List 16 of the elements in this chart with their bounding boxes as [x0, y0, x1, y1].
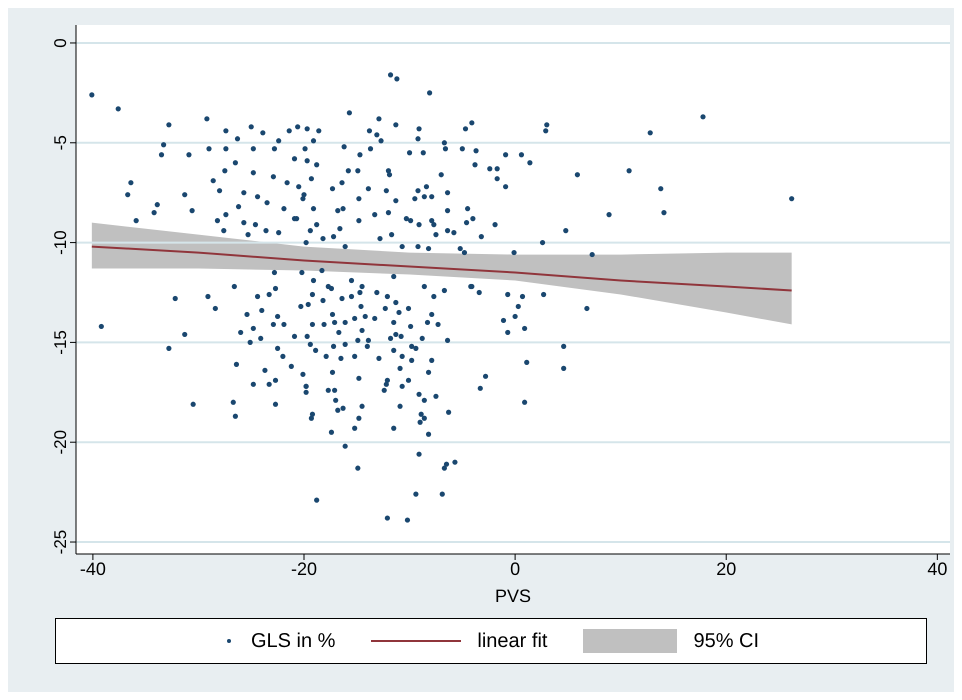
y-tick-label: -10	[51, 230, 70, 255]
x-tick-label: -40	[80, 558, 106, 579]
y-tick-label: -5	[51, 135, 70, 150]
x-tick-label: 40	[927, 558, 948, 579]
x-tick-label: 20	[716, 558, 736, 579]
x-tick-label: 0	[510, 558, 520, 579]
text: 95% CI	[693, 630, 760, 652]
line-series	[90, 246, 793, 292]
y-tick-label: -25	[51, 530, 70, 554]
legend-label: linear fit	[477, 630, 548, 652]
y-tick-label: -20	[51, 430, 70, 454]
y-tick-label: -15	[51, 330, 70, 355]
legend-label: GLS in %	[250, 630, 336, 652]
x-tick-label: -20	[290, 558, 318, 579]
x-axis-title: PVS	[494, 586, 532, 606]
y-tick-label: 0	[51, 38, 70, 48]
